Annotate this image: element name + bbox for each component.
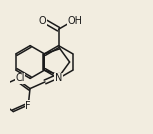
- Text: N: N: [55, 73, 62, 83]
- Text: OH: OH: [68, 16, 83, 26]
- Text: O: O: [39, 16, 47, 26]
- Text: Cl: Cl: [15, 73, 25, 83]
- Text: F: F: [26, 101, 31, 111]
